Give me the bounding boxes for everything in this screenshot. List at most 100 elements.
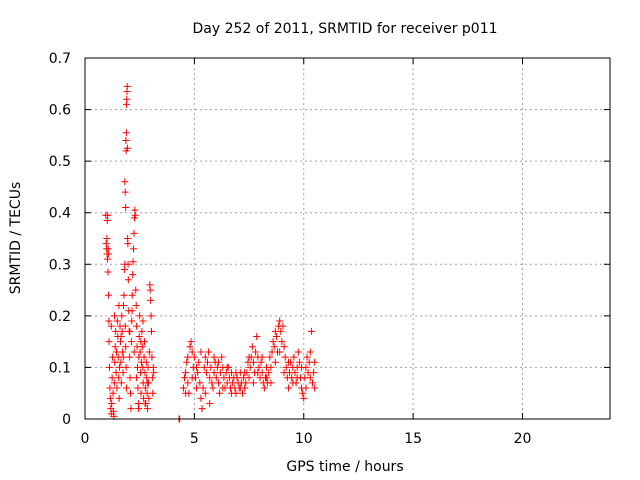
data-point (212, 374, 220, 382)
data-point (205, 348, 213, 356)
data-point (115, 394, 123, 402)
data-point (193, 363, 201, 371)
data-point (148, 327, 155, 335)
data-point (199, 384, 207, 392)
data-point (200, 363, 208, 371)
data-point (106, 394, 114, 402)
data-point (104, 255, 112, 263)
data-point (194, 369, 202, 377)
data-point (105, 250, 113, 258)
data-point (267, 379, 275, 387)
data-point (128, 307, 136, 315)
data-point (141, 384, 149, 392)
grid (85, 58, 610, 419)
data-point (206, 374, 214, 382)
data-point (115, 374, 123, 382)
data-point (276, 348, 284, 356)
data-point (116, 363, 124, 371)
data-point (214, 358, 222, 366)
data-point (187, 338, 195, 346)
y-tick-label: 0.4 (49, 206, 71, 222)
data-point (120, 291, 128, 299)
data-point (123, 144, 131, 152)
data-point (127, 405, 135, 413)
data-point (190, 353, 198, 361)
data-point (115, 302, 123, 310)
data-point (117, 379, 125, 387)
data-point (179, 384, 187, 392)
data-point (112, 369, 120, 377)
data-point (263, 374, 271, 382)
data-point (210, 369, 218, 377)
data-point (236, 384, 244, 392)
data-point (110, 379, 118, 387)
data-point (119, 353, 127, 361)
data-point (126, 327, 134, 335)
data-point (126, 374, 134, 382)
data-point (127, 389, 134, 397)
plot-frame (84, 57, 611, 420)
data-point (111, 343, 119, 351)
data-point (132, 374, 140, 382)
data-point (104, 291, 112, 299)
data-point (311, 358, 319, 366)
data-point (290, 353, 298, 361)
data-point (252, 348, 260, 356)
data-point (291, 369, 299, 377)
data-point (303, 353, 311, 361)
data-point (123, 95, 131, 103)
data-point (129, 271, 137, 279)
data-point (141, 369, 149, 377)
data-point (197, 348, 205, 356)
data-point (280, 343, 288, 351)
data-point (253, 332, 261, 340)
data-point (260, 384, 268, 392)
data-point (279, 322, 287, 330)
data-point (111, 312, 119, 320)
data-point (214, 379, 222, 387)
data-point (103, 235, 111, 242)
data-point (118, 312, 126, 320)
data-point (144, 405, 152, 413)
data-point (195, 358, 203, 366)
data-point (295, 358, 303, 366)
data-point (310, 369, 318, 377)
data-point (204, 358, 211, 366)
y-tick-label: 0.1 (49, 360, 71, 376)
data-point (136, 312, 144, 320)
y-tick-label: 0 (62, 412, 71, 428)
x-tick-label: 15 (404, 431, 422, 447)
data-point (138, 343, 146, 351)
data-point (182, 369, 190, 377)
data-point (298, 363, 306, 371)
data-point (281, 353, 289, 361)
data-point (111, 358, 119, 366)
data-point (116, 338, 124, 346)
data-point (284, 358, 292, 366)
data-point (112, 327, 120, 335)
data-point (201, 389, 209, 397)
data-point (311, 384, 319, 392)
data-point (131, 211, 139, 219)
data-point (241, 369, 249, 377)
data-point (135, 332, 143, 340)
data-point (228, 389, 236, 397)
data-point (209, 384, 217, 392)
data-point (208, 379, 216, 387)
data-points (102, 82, 319, 423)
data-point (128, 291, 136, 299)
data-point (278, 338, 286, 346)
data-point (249, 379, 257, 387)
data-point (105, 317, 113, 325)
data-point (122, 137, 130, 145)
data-point (306, 348, 314, 356)
data-point (130, 245, 138, 253)
data-point (306, 374, 314, 382)
x-axis-label: GPS time / hours (286, 459, 403, 475)
data-point (245, 374, 253, 382)
data-point (188, 348, 196, 356)
data-point (249, 358, 257, 366)
data-point (143, 379, 151, 387)
data-point (255, 363, 263, 371)
data-point (232, 369, 240, 377)
